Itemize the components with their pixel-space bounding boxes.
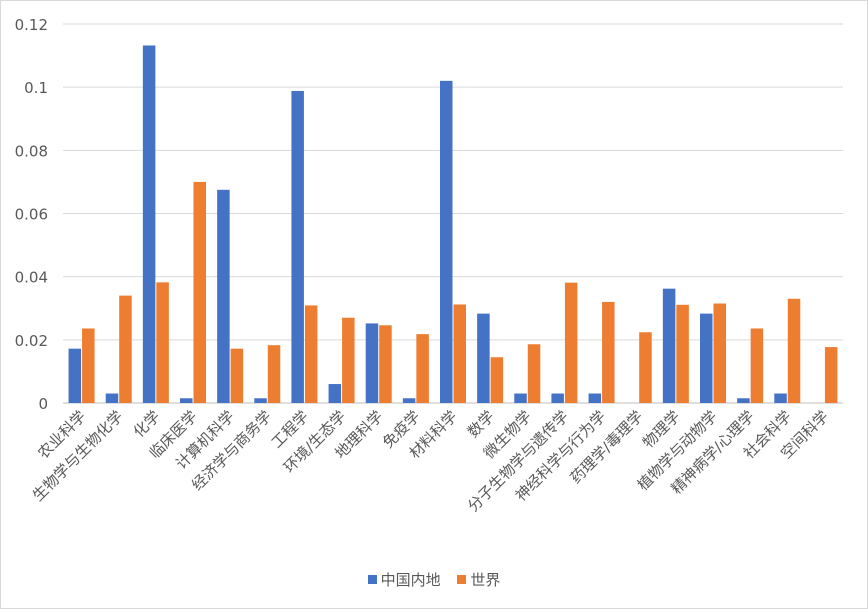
- bar-series-2: [82, 328, 95, 403]
- bar-series-1: [477, 313, 490, 403]
- bar-series-2: [453, 304, 466, 403]
- bar-series-1: [402, 398, 416, 403]
- y-tick-label: 0.12: [15, 16, 48, 34]
- bar-series-1: [142, 45, 156, 404]
- bar-series-1: [514, 393, 527, 403]
- legend-label-series-2: 世界: [470, 571, 501, 589]
- bar-series-1: [291, 90, 304, 403]
- gridlines: [63, 23, 843, 404]
- legend-item-series-2: 世界: [457, 569, 500, 590]
- bar-series-1: [700, 313, 713, 403]
- bar-series-2: [342, 317, 355, 403]
- bar-series-2: [824, 347, 838, 403]
- bar-series-2: [119, 295, 132, 403]
- bar-series-2: [639, 332, 652, 403]
- y-tick-label: 0.02: [15, 332, 48, 350]
- bar-series-2: [490, 357, 504, 403]
- legend-swatch-series-1: [367, 575, 377, 584]
- bar-series-2: [787, 298, 801, 403]
- y-axis: 0 0.02 0.04 0.06 0.08 0.1 0.12: [15, 16, 48, 413]
- legend-label-series-1: 中国内地: [380, 571, 441, 589]
- y-tick-label: 0.08: [15, 142, 48, 160]
- bar-series-2: [416, 334, 429, 403]
- bar-series-1: [68, 348, 82, 403]
- y-tick-label: 0.04: [15, 269, 48, 287]
- bar-series-1: [737, 398, 750, 403]
- bar-series-2: [713, 303, 726, 403]
- bar-series-1: [551, 393, 564, 403]
- bar-series-1: [774, 393, 787, 403]
- bar-series-1: [217, 189, 230, 403]
- bar-series-1: [328, 384, 342, 403]
- bar-series-2: [156, 282, 169, 403]
- bar-series-2: [676, 304, 689, 403]
- bar-series-1: [588, 393, 602, 403]
- bar-series-1: [662, 288, 676, 403]
- legend-swatch-series-2: [457, 575, 467, 584]
- bar-series-1: [180, 398, 193, 403]
- bar-series-1: [440, 80, 453, 403]
- legend-item-series-1: 中国内地: [367, 569, 441, 590]
- bar-series-2: [602, 301, 615, 403]
- bar-series-2: [230, 348, 244, 403]
- bar-series-2: [527, 344, 541, 403]
- bar-series-2: [193, 181, 206, 403]
- bar-series-1: [365, 323, 379, 403]
- bar-series-2: [750, 328, 764, 403]
- legend: 中国内地 世界: [1, 569, 867, 590]
- y-tick-label: 0.06: [15, 206, 48, 224]
- bar-series-2: [267, 345, 281, 403]
- bar-series-1: [254, 398, 267, 403]
- bars: [68, 45, 838, 404]
- bar-series-2: [564, 282, 578, 403]
- y-tick-label: 0.1: [24, 79, 48, 97]
- bar-series-2: [379, 325, 392, 403]
- bar-series-2: [304, 305, 318, 403]
- y-tick-label: 0: [38, 395, 48, 413]
- bar-series-1: [105, 393, 119, 403]
